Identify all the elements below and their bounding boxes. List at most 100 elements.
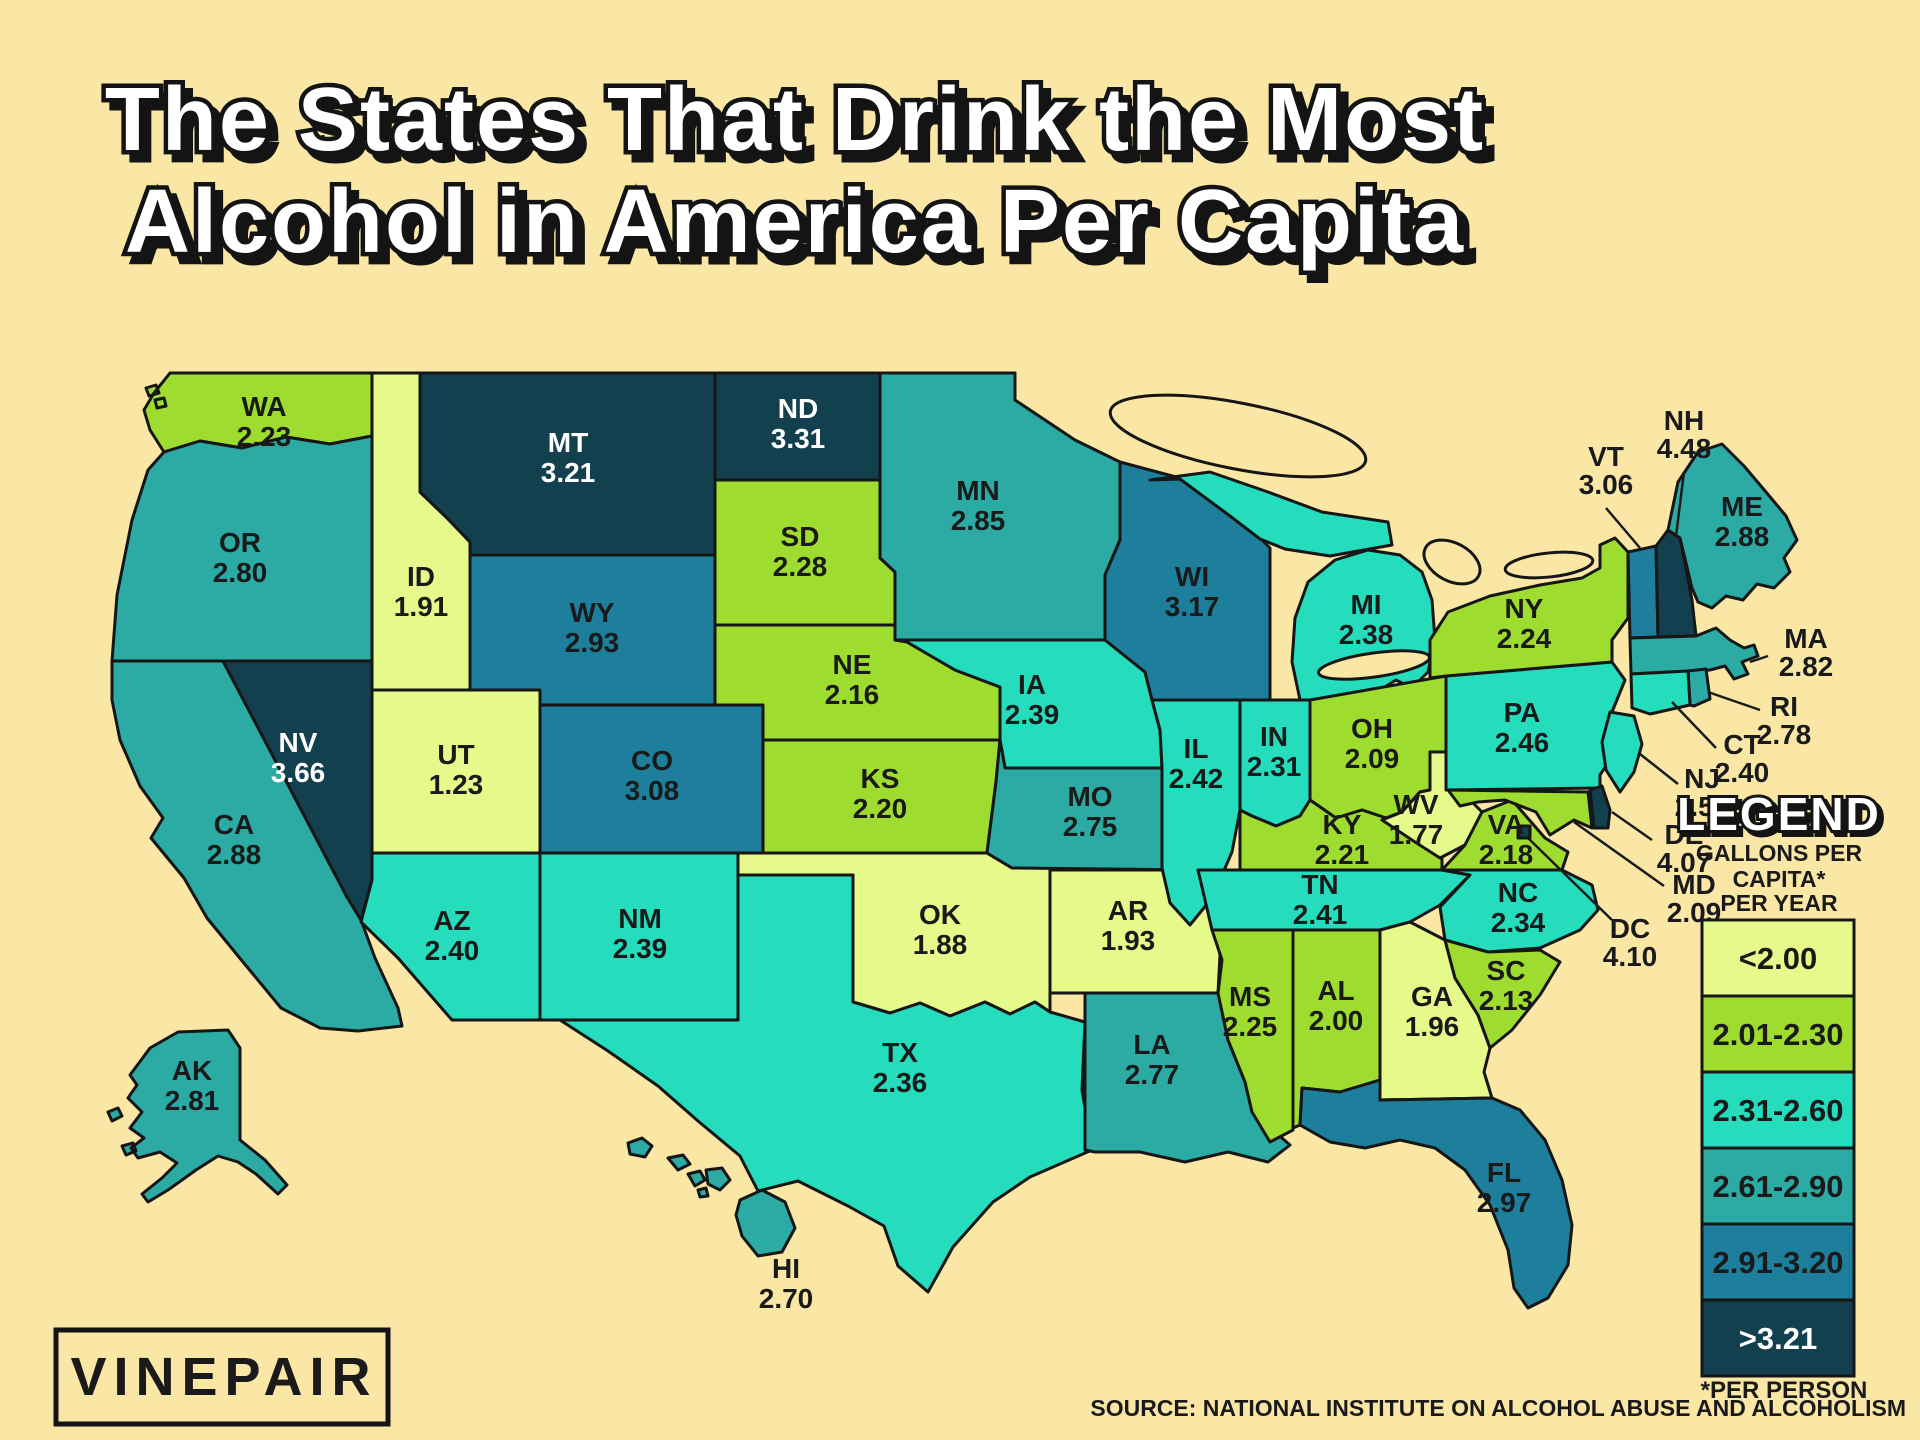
state-labels-layer: WA2.23OR2.80CA2.88AK2.81HI2.70NV3.66ID1.…: [165, 391, 1834, 1314]
state-label-WV: WV: [1393, 789, 1438, 820]
state-label-PA: PA: [1504, 697, 1541, 728]
state-value-VT: 3.06: [1579, 469, 1634, 500]
state-label-MN: MN: [956, 475, 1000, 506]
state-label-GA: GA: [1411, 981, 1453, 1012]
state-value-MT: 3.21: [541, 457, 596, 488]
state-value-WA: 2.23: [237, 421, 292, 452]
state-value-ME: 2.88: [1715, 521, 1770, 552]
state-VT: [1626, 544, 1660, 640]
legend-subtitle-1: GALLONS PER: [1696, 840, 1863, 866]
legend-label-3: 2.61-2.90: [1713, 1169, 1844, 1204]
lake-ontario: [1503, 550, 1595, 580]
legend-label-1: 2.01-2.30: [1713, 1017, 1844, 1052]
state-label-MI: MI: [1350, 589, 1381, 620]
states-layer: [106, 371, 1799, 1310]
state-label-CO: CO: [631, 745, 673, 776]
lake-huron: [1422, 538, 1482, 586]
state-label-NY: NY: [1505, 593, 1544, 624]
state-value-ND: 3.31: [771, 423, 826, 454]
state-label-RI: RI: [1770, 691, 1798, 722]
state-label-MO: MO: [1067, 781, 1112, 812]
state-value-MN: 2.85: [951, 505, 1006, 536]
legend-title: LEGEND: [1677, 788, 1881, 840]
state-label-MA: MA: [1784, 623, 1828, 654]
state-label-IN: IN: [1260, 721, 1288, 752]
state-label-CT: CT: [1723, 729, 1760, 760]
state-DC: [1516, 824, 1532, 840]
state-label-OK: OK: [919, 899, 961, 930]
state-value-CT: 2.40: [1715, 757, 1770, 788]
legend-swatch-1: [1700, 994, 1856, 1074]
legend-subtitle-2: CAPITA*: [1733, 866, 1826, 892]
state-value-CO: 3.08: [625, 775, 680, 806]
state-label-LA: LA: [1133, 1029, 1170, 1060]
state-label-HI: HI: [772, 1253, 800, 1284]
state-value-HI: 2.70: [759, 1283, 814, 1314]
state-label-NV: NV: [279, 727, 318, 758]
state-value-NH: 4.48: [1657, 433, 1712, 464]
state-value-MO: 2.75: [1063, 811, 1118, 842]
state-label-OH: OH: [1351, 713, 1393, 744]
leader-line-MA: [1749, 654, 1769, 664]
state-label-NH: NH: [1664, 405, 1704, 436]
leader-line-DC: [1527, 837, 1613, 921]
state-value-GA: 1.96: [1405, 1011, 1460, 1042]
state-label-IA: IA: [1018, 669, 1046, 700]
state-FL: [1298, 1078, 1574, 1310]
state-value-FL: 2.97: [1477, 1187, 1532, 1218]
state-value-KS: 2.20: [853, 793, 908, 824]
state-label-DC: DC: [1610, 913, 1650, 944]
state-value-UT: 1.23: [429, 769, 484, 800]
state-label-OR: OR: [219, 527, 261, 558]
page-title-line1: The States That Drink the Most: [105, 70, 1485, 170]
state-label-TX: TX: [882, 1037, 918, 1068]
state-value-SD: 2.28: [773, 551, 828, 582]
leader-line-NJ: [1639, 753, 1679, 785]
state-label-AL: AL: [1317, 975, 1354, 1006]
state-CT: [1629, 669, 1692, 716]
legend-swatches: <2.00 2.01-2.30 2.31-2.60 2.61-2.90 2.91-3.2…: [1700, 918, 1856, 1378]
legend-subtitle-3: PER YEAR: [1720, 890, 1838, 916]
state-label-KY: KY: [1323, 809, 1362, 840]
state-value-VA: 2.18: [1479, 839, 1534, 870]
state-value-IN: 2.31: [1247, 751, 1302, 782]
state-label-TN: TN: [1301, 869, 1338, 900]
state-value-AZ: 2.40: [425, 935, 480, 966]
state-value-NE: 2.16: [825, 679, 880, 710]
state-value-IA: 2.39: [1005, 699, 1060, 730]
state-HI: [626, 1136, 797, 1258]
leader-line-MD: [1573, 820, 1665, 888]
state-value-DC: 4.10: [1603, 941, 1658, 972]
state-value-DE: 4.07: [1657, 847, 1712, 878]
state-label-MT: MT: [548, 427, 588, 458]
state-label-ID: ID: [407, 561, 435, 592]
legend-label-4: 2.91-3.20: [1713, 1245, 1844, 1280]
state-label-VT: VT: [1588, 441, 1624, 472]
state-value-OH: 2.09: [1345, 743, 1400, 774]
vinepair-logo: VINEPAIR: [53, 1327, 391, 1427]
state-label-AZ: AZ: [433, 905, 470, 936]
state-value-CA: 2.88: [207, 839, 262, 870]
state-value-LA: 2.77: [1125, 1059, 1180, 1090]
state-value-MI: 2.38: [1339, 619, 1394, 650]
state-AK: [106, 1028, 289, 1204]
state-value-MS: 2.25: [1223, 1011, 1278, 1042]
state-value-MA: 2.82: [1779, 651, 1834, 682]
state-label-UT: UT: [437, 739, 474, 770]
leader-line-VT: [1605, 507, 1641, 549]
legend-swatch-2: [1700, 1070, 1856, 1150]
state-value-IL: 2.42: [1169, 763, 1224, 794]
state-TX: [558, 873, 1094, 1294]
page-title-line2: Alcohol in America Per Capita: [125, 172, 1465, 272]
state-value-OK: 1.88: [913, 929, 968, 960]
legend-label-0: <2.00: [1739, 941, 1817, 976]
state-label-IL: IL: [1184, 733, 1209, 764]
state-value-NJ: 2.53: [1675, 791, 1730, 822]
state-SC: [1443, 938, 1562, 1050]
state-ME: [1666, 442, 1799, 610]
leader-line-DE: [1611, 810, 1653, 842]
leader-line-NH: [1674, 471, 1686, 537]
legend: LEGEND GALLONS PER CAPITA* PER YEAR <2.0…: [1674, 785, 1882, 1404]
